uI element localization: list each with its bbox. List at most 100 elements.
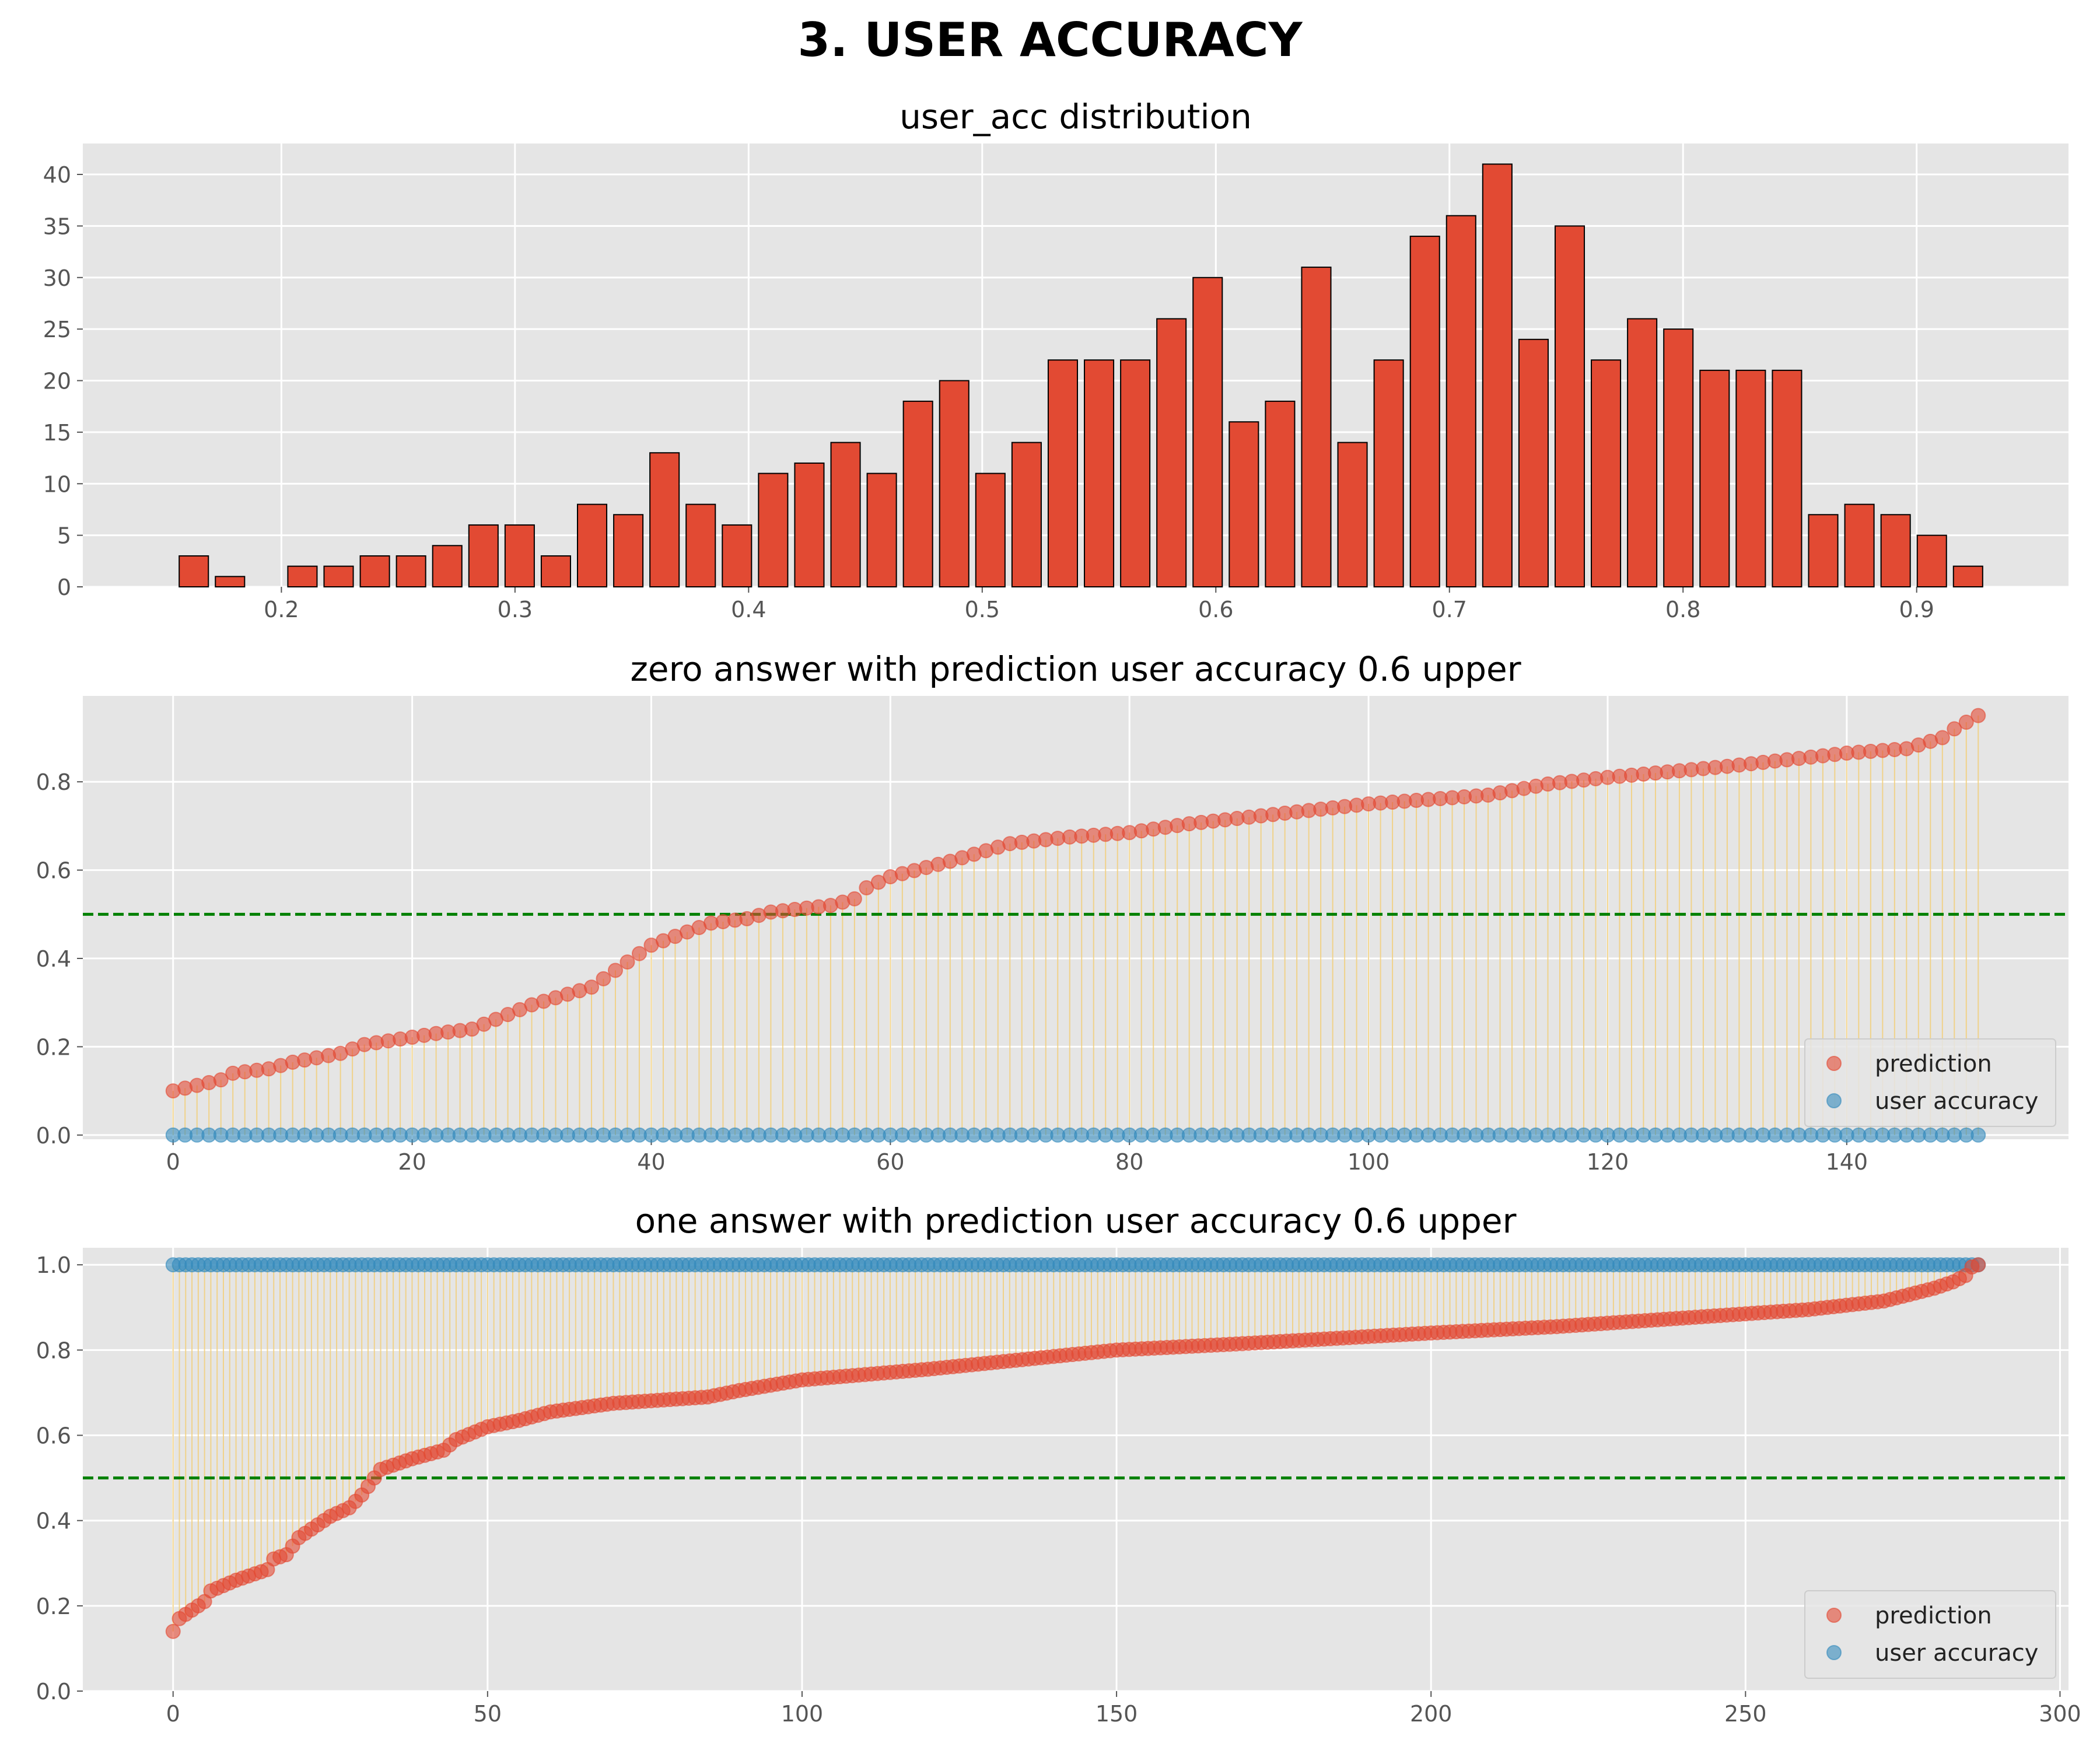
y-tick-label: 0.8 [36,769,71,795]
legend-label: prediction [1875,1051,1992,1077]
x-tick-label: 80 [1115,1149,1143,1175]
legend-marker [1826,1645,1842,1660]
prediction-points [165,1257,1986,1639]
one-answer-panel: 0 50 100 150 200 250 300 0.0 0.2 0.4 0.6 0.8 1.0 one … [36,1201,2081,1727]
bar [1844,503,1875,588]
x-tick-label: 150 [1096,1701,1138,1727]
legend-marker [1826,1608,1842,1623]
x-tick-label: 0.2 [264,597,299,622]
y-tick-label: 0.4 [36,1508,71,1534]
y-tick-label: 25 [43,317,71,342]
x-tick-label: 100 [1348,1149,1390,1175]
bar [287,565,318,588]
legend-marker [1826,1093,1842,1108]
tick-labels: 0.2 0.3 0.4 0.5 0.6 0.7 0.8 0.9 0 5 10 15 20 25 30 35 40 [43,162,1934,622]
legend: prediction user accuracy [1804,1038,2056,1127]
prediction-point [1958,715,1974,730]
y-tick-label: 30 [43,265,71,291]
prediction-point [607,963,623,978]
bar [1446,215,1476,587]
prediction-point [1971,1257,1986,1273]
bar [359,555,390,587]
legend-box [1804,1590,2056,1679]
bar [902,400,933,587]
bar [576,503,608,588]
x-tick-label: 0.8 [1665,597,1700,622]
bar [540,555,571,587]
bar [1301,267,1332,587]
bar [1735,369,1766,587]
bar [215,576,246,587]
y-tick-label: 10 [43,471,71,497]
x-tick-label: 20 [398,1149,426,1175]
prediction-point [1947,721,1962,737]
prediction-point [1971,708,1986,723]
tick-labels: 0 50 100 150 200 250 300 0.0 0.2 0.4 0.6 0.8 1.0 [36,1252,2081,1727]
prediction-point [631,946,647,961]
y-tick-label: 1.0 [36,1252,71,1278]
y-tick-label: 0.2 [36,1594,71,1619]
bar [468,524,499,587]
stem-lines [172,715,1979,1135]
x-tick-label: 0.3 [498,597,533,622]
tick-labels: 0 20 40 60 80 100 120 140 0.0 0.2 0.4 0.6 0.8 [36,769,1868,1175]
x-tick-label: 0.5 [965,597,1000,622]
bar [1156,318,1187,587]
prediction-points [165,708,1986,1099]
legend-marker [1826,1056,1842,1071]
panel-title: zero answer with prediction user accurac… [630,649,1521,689]
y-tick-label: 40 [43,162,71,188]
bar [1772,369,1803,587]
bar [830,442,861,588]
bar [1084,359,1115,587]
user-accuracy-points [165,1127,1986,1143]
bar [866,473,897,588]
bar [1409,236,1440,587]
legend-box [1804,1038,2056,1127]
y-tick-label: 0.0 [36,1679,71,1704]
y-tick-label: 0.4 [36,946,71,972]
bar [1192,276,1223,587]
bar [1518,338,1549,587]
legend-label: prediction [1875,1602,1992,1629]
prediction-point [1934,730,1950,746]
prediction-point [596,971,611,986]
x-tick-label: 0 [166,1701,180,1727]
bar [323,565,354,588]
bar [1808,514,1839,587]
y-tick-label: 0.0 [36,1123,71,1149]
x-tick-label: 60 [876,1149,904,1175]
prediction-point [846,891,862,907]
y-tick-label: 0.8 [36,1338,71,1363]
user-accuracy-point [1971,1127,1986,1143]
x-tick-label: 140 [1826,1149,1868,1175]
x-tick-label: 0.6 [1198,597,1233,622]
bar [1627,318,1658,587]
bar [975,473,1006,588]
bar [939,380,970,588]
bar [1120,359,1151,587]
y-tick-label: 15 [43,420,71,446]
bar [613,514,644,587]
x-tick-label: 300 [2039,1701,2081,1727]
y-tick-label: 5 [57,523,71,549]
x-tick-label: 0.7 [1432,597,1467,622]
prediction-point [620,954,635,970]
x-tick-label: 0 [166,1149,180,1175]
bars [178,163,1983,588]
y-tick-label: 20 [43,369,71,394]
prediction-point [165,1623,181,1639]
x-tick-label: 50 [474,1701,502,1727]
x-tick-label: 0.4 [731,597,766,622]
bar [178,555,209,587]
bar [432,545,463,587]
y-tick-label: 0.2 [36,1034,71,1060]
bar [1373,359,1404,587]
bar [1337,442,1368,588]
x-tick-label: 200 [1410,1701,1452,1727]
x-tick-label: 100 [781,1701,824,1727]
bar [504,524,535,587]
legend-label: user accuracy [1875,1088,2038,1115]
